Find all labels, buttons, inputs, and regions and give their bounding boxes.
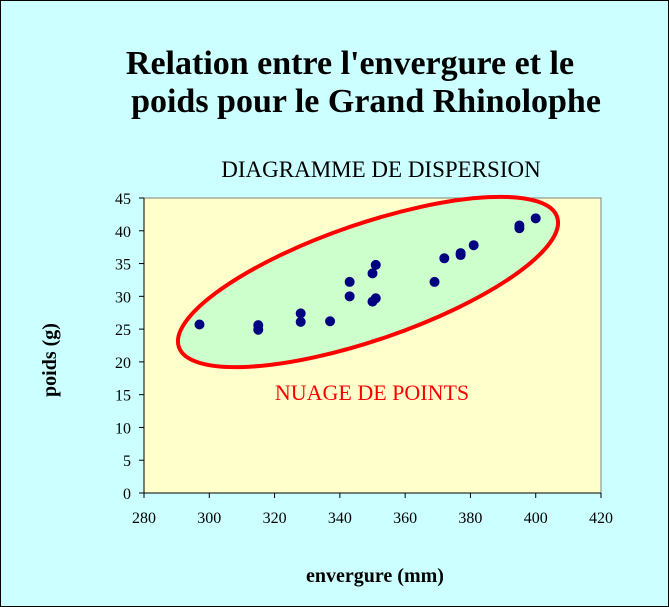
y-tick-label: 30 xyxy=(115,289,131,306)
data-point xyxy=(253,324,264,335)
x-tick-label: 340 xyxy=(328,510,352,527)
highlight-ellipse xyxy=(175,194,561,370)
x-tick-label: 400 xyxy=(524,510,548,527)
x-tick-label: 320 xyxy=(263,510,287,527)
data-point xyxy=(295,316,306,327)
y-axis-title: poids (g) xyxy=(39,323,61,397)
data-point xyxy=(344,291,355,302)
data-point xyxy=(468,240,479,251)
data-point xyxy=(530,213,541,224)
data-point xyxy=(367,268,378,279)
chart-subtitle: DIAGRAMME DE DISPERSION xyxy=(221,157,541,182)
chart-title-line1: Relation entre l'envergure et le xyxy=(126,45,574,82)
data-point xyxy=(325,316,336,327)
data-point xyxy=(429,276,440,287)
data-point xyxy=(344,276,355,287)
x-tick-label: 280 xyxy=(132,510,156,527)
annotation-nuage-de-points: NUAGE DE POINTS xyxy=(275,380,469,405)
data-point xyxy=(439,253,450,264)
y-tick-label: 35 xyxy=(115,257,131,274)
data-point xyxy=(370,293,381,304)
data-point xyxy=(455,248,466,259)
data-point xyxy=(295,308,306,319)
chart-title-line2: poids pour le Grand Rhinolophe xyxy=(131,83,601,120)
x-tick-label: 380 xyxy=(458,510,482,527)
y-tick-label: 25 xyxy=(115,322,131,339)
y-tick-label: 45 xyxy=(115,191,131,208)
data-point xyxy=(514,220,525,231)
y-tick-label: 0 xyxy=(123,486,131,503)
data-point xyxy=(194,319,205,330)
x-tick-label: 300 xyxy=(197,510,221,527)
data-point xyxy=(370,259,381,270)
x-tick-label: 420 xyxy=(589,510,613,527)
x-axis-title: envergure (mm) xyxy=(306,565,444,587)
y-tick-label: 15 xyxy=(115,388,131,405)
y-tick-label: 5 xyxy=(123,453,131,470)
y-tick-label: 20 xyxy=(115,355,131,372)
y-tick-label: 40 xyxy=(115,224,131,241)
y-tick-label: 10 xyxy=(115,420,131,437)
x-tick-label: 360 xyxy=(393,510,417,527)
